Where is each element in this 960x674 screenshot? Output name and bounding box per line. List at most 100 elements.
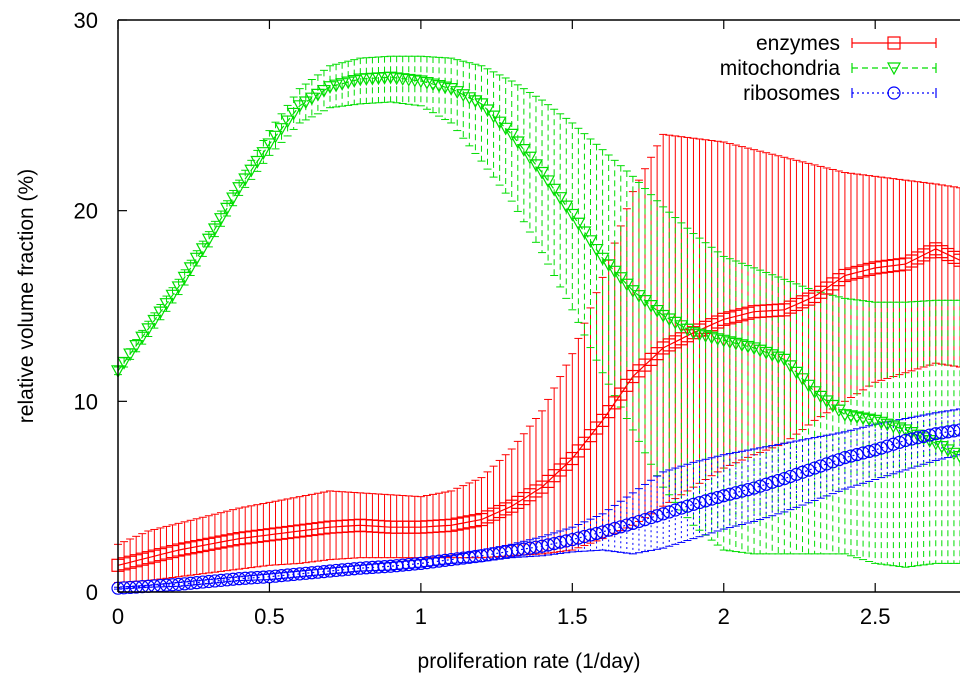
- ribosomes-point: [565, 532, 579, 547]
- ribosomes-point: [723, 487, 737, 501]
- mitochondria-point: [825, 399, 840, 413]
- mitochondria-point: [734, 339, 749, 353]
- ribosomes-point: [596, 525, 610, 539]
- ribosomes-point: [541, 538, 555, 552]
- y-tick-label: 30: [74, 8, 98, 33]
- mitochondria-point: [123, 348, 138, 362]
- mitochondria-point: [583, 235, 598, 249]
- mitochondria-point: [668, 316, 683, 330]
- mitochondria-point: [577, 226, 592, 240]
- mitochondria-point: [680, 323, 695, 337]
- ribosomes-point: [589, 526, 604, 541]
- mitochondria-point: [201, 233, 216, 247]
- mitochondria-point: [280, 115, 295, 129]
- mitochondria-point: [286, 107, 301, 121]
- ribosomes-point: [783, 469, 797, 484]
- ribosomes-point: [892, 435, 907, 449]
- y-tick-label: 0: [86, 580, 98, 605]
- mitochondria-point: [141, 323, 156, 337]
- mitochondria-point: [268, 130, 283, 144]
- mitochondria-point: [777, 353, 792, 367]
- series-lines-layer: [117, 76, 960, 589]
- mitochondria-point: [504, 128, 519, 142]
- mitochondria-point: [656, 309, 671, 323]
- mitochondria-point: [474, 98, 489, 112]
- mitochondria-point: [952, 451, 960, 464]
- mitochondria-point: [298, 96, 313, 110]
- mitochondria-point: [698, 330, 713, 343]
- mitochondria-point: [323, 81, 338, 94]
- ribosomes-point: [602, 523, 616, 537]
- ribosomes-point: [910, 431, 925, 445]
- mitochondria-point: [662, 313, 677, 327]
- mitochondria-point: [310, 88, 325, 102]
- mitochondria-point: [444, 83, 459, 96]
- mitochondria-point: [438, 81, 453, 95]
- ribosomes-point: [838, 450, 852, 465]
- mitochondria-point: [686, 327, 701, 340]
- mitochondria-point: [747, 342, 762, 356]
- mitochondria-point: [613, 272, 628, 286]
- ribosomes-point: [674, 501, 688, 515]
- ribosomes-point: [850, 447, 864, 462]
- ribosomes-point: [747, 481, 761, 495]
- mitochondria-point: [541, 175, 556, 189]
- mitochondria-point: [432, 79, 447, 93]
- ribosomes-point: [583, 528, 598, 542]
- mitochondria-point: [486, 110, 501, 124]
- mitochondria-point: [129, 340, 144, 353]
- mitochondria-point: [171, 281, 186, 295]
- mitochondria-point: [207, 223, 222, 237]
- mitochondria-point: [892, 422, 907, 436]
- mitochondria-point: [226, 192, 241, 206]
- mitochondria-point: [256, 147, 271, 160]
- mitochondria-point: [347, 75, 362, 88]
- ribosomes-point: [620, 518, 634, 532]
- mitochondria-point: [492, 116, 507, 130]
- ribosomes-point: [886, 437, 900, 451]
- mitochondria-point: [674, 320, 689, 334]
- ribosomes-point: [771, 473, 785, 488]
- mitochondria-point: [753, 344, 768, 358]
- x-tick-label: 1: [415, 604, 427, 629]
- mitochondria-point: [250, 155, 265, 169]
- legend-marker-enzymes: [887, 36, 901, 50]
- legend-label-mitochondria: mitochondria: [720, 57, 841, 80]
- mitochondria-point: [607, 265, 622, 279]
- ribosomes-point: [832, 453, 846, 467]
- ribosomes-point: [765, 475, 779, 489]
- mitochondria-point: [740, 340, 755, 354]
- ribosomes-line: [117, 429, 960, 589]
- enzymes-point: [953, 253, 960, 267]
- mitochondria-point: [135, 331, 150, 345]
- ribosomes-point: [862, 444, 876, 459]
- ribosomes-point: [662, 505, 676, 519]
- mitochondria-point: [771, 351, 786, 365]
- ribosomes-point: [953, 423, 960, 437]
- mitochondria-point: [153, 306, 168, 320]
- mitochondria-point: [547, 183, 562, 197]
- x-tick-label: 2: [718, 604, 730, 629]
- ribosomes-point: [535, 539, 549, 553]
- x-axis-label: proliferation rate (1/day): [418, 650, 641, 673]
- ribosomes-point: [559, 534, 573, 548]
- mitochondria-point: [262, 138, 277, 152]
- mitochondria-point: [522, 151, 537, 165]
- ribosomes-point: [753, 479, 767, 493]
- ribosomes-point: [814, 459, 828, 473]
- ribosomes-point: [874, 441, 888, 455]
- mitochondria-point: [795, 373, 810, 387]
- enzymes-line: [117, 248, 960, 566]
- ribosomes-point: [717, 489, 731, 503]
- mitochondria-point: [710, 333, 725, 347]
- mitochondria-point: [528, 159, 543, 173]
- mitochondria-point: [940, 444, 955, 458]
- mitochondria-point: [456, 89, 471, 102]
- mitochondria-point: [595, 252, 610, 266]
- mitochondria-point: [450, 86, 465, 99]
- mitochondria-point: [159, 298, 174, 311]
- mitochondria-point: [195, 243, 210, 257]
- mitochondria-point: [292, 100, 307, 114]
